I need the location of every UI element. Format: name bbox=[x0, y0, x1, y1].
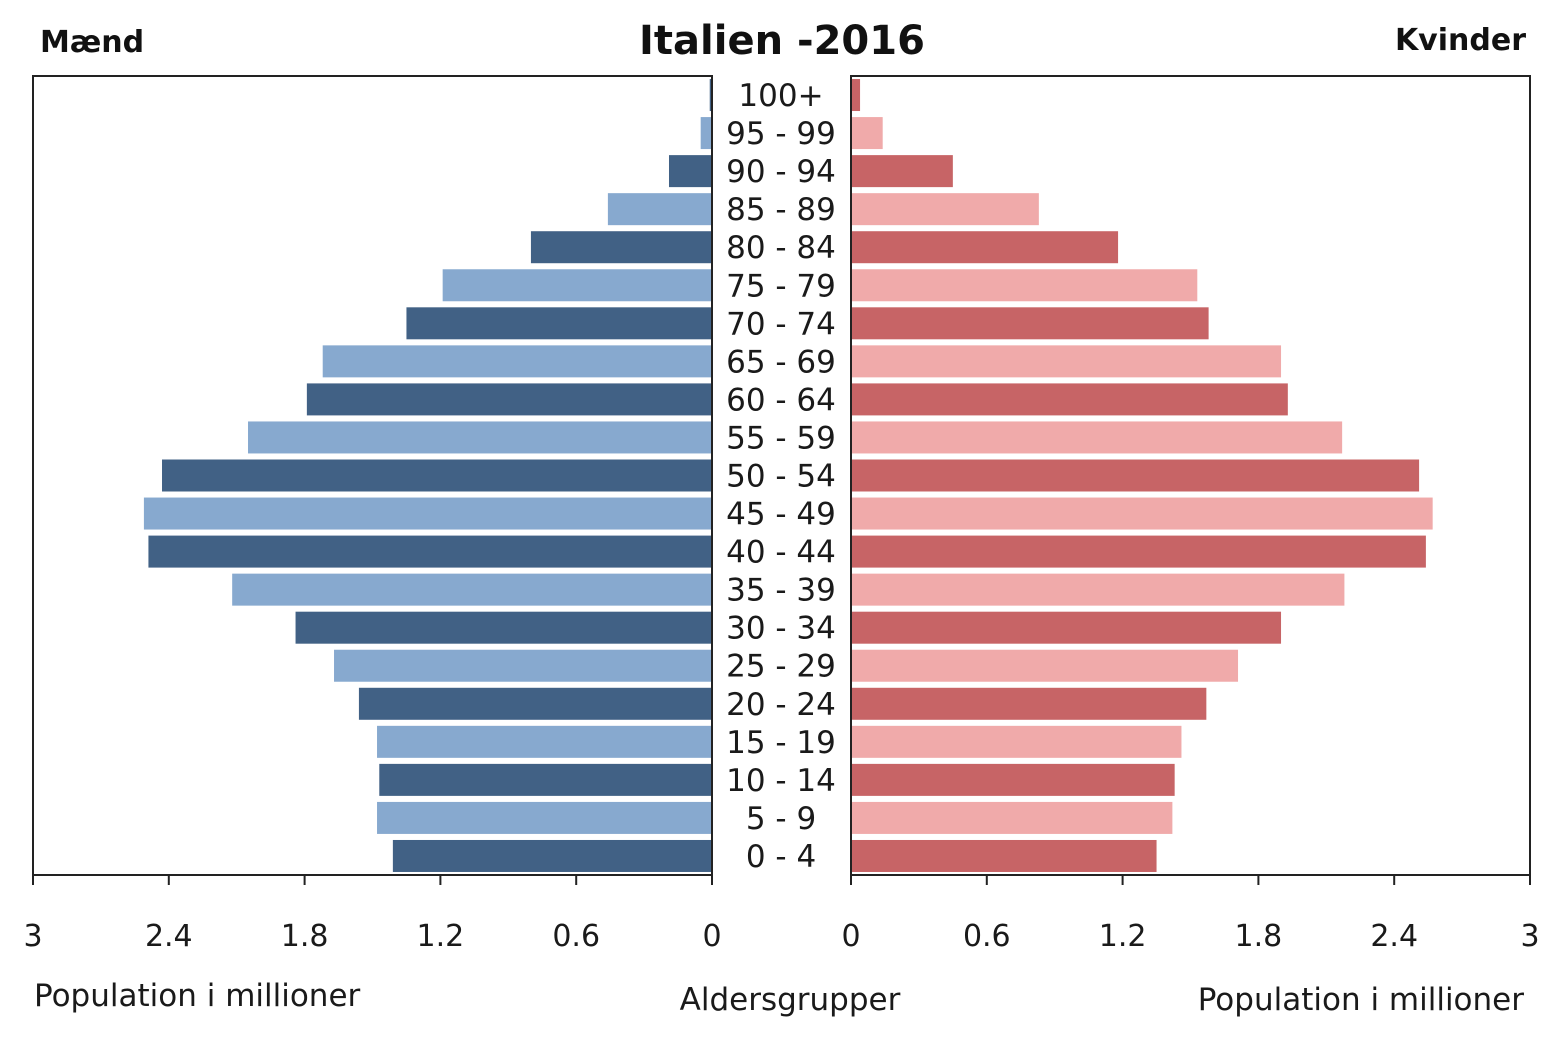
men-bar-45-49 bbox=[143, 497, 713, 530]
women-bar-65-69 bbox=[851, 345, 1282, 378]
women-bar-85-89 bbox=[851, 193, 1039, 226]
age-group-label: 60 - 64 bbox=[726, 382, 836, 418]
axis-tick-label: 3 bbox=[1520, 919, 1539, 954]
age-group-label: 45 - 49 bbox=[726, 497, 836, 533]
women-bar-75-79 bbox=[851, 269, 1198, 302]
age-group-label: 15 - 19 bbox=[726, 725, 836, 761]
right-side-label: Kvinder bbox=[1395, 23, 1526, 58]
men-bar-90-94 bbox=[668, 155, 712, 188]
age-group-label: 5 - 9 bbox=[746, 801, 816, 837]
women-bars-group bbox=[851, 79, 1433, 872]
right-axis-ticks: 0 0.6 1.2 1.8 2.4 3 bbox=[841, 875, 1540, 954]
men-bar-70-74 bbox=[406, 307, 712, 340]
age-group-label: 30 - 34 bbox=[726, 611, 836, 647]
right-plot-frame bbox=[850, 75, 1531, 876]
axis-tick-label: 0.6 bbox=[552, 919, 600, 954]
age-group-label: 35 - 39 bbox=[726, 573, 836, 609]
age-group-label: 65 - 69 bbox=[726, 344, 836, 380]
women-bar-40-44 bbox=[851, 535, 1426, 568]
left-plot-frame bbox=[32, 75, 713, 876]
age-group-label: 25 - 29 bbox=[726, 649, 836, 685]
men-bar-85-89 bbox=[607, 193, 712, 226]
axis-tick-label: 0 bbox=[841, 919, 860, 954]
men-bars-group bbox=[143, 79, 713, 872]
age-group-label: 80 - 84 bbox=[726, 230, 836, 266]
men-bar-75-79 bbox=[442, 269, 712, 302]
men-bar-25-29 bbox=[334, 649, 712, 682]
women-bar-30-34 bbox=[851, 611, 1282, 644]
left-x-axis-label: Population i millioner bbox=[34, 978, 361, 1014]
men-bar-20-24 bbox=[358, 687, 712, 720]
men-bar-35-39 bbox=[232, 573, 712, 606]
women-bar-45-49 bbox=[851, 497, 1433, 530]
women-bar-5-9 bbox=[851, 801, 1173, 834]
women-bar-0-4 bbox=[851, 839, 1157, 872]
age-group-label: 10 - 14 bbox=[726, 763, 836, 799]
women-bar-100plus bbox=[851, 79, 861, 112]
axis-tick-label: 2.4 bbox=[145, 919, 193, 954]
women-bar-90-94 bbox=[851, 155, 953, 188]
axis-tick-label: 3 bbox=[23, 919, 42, 954]
age-group-label: 50 - 54 bbox=[726, 459, 836, 495]
age-group-label: 55 - 59 bbox=[726, 420, 836, 456]
axis-tick-label: 1.2 bbox=[417, 919, 465, 954]
men-bar-10-14 bbox=[379, 763, 712, 796]
age-group-label: 40 - 44 bbox=[726, 535, 836, 571]
chart-title: Italien -2016 bbox=[639, 18, 925, 64]
women-bar-50-54 bbox=[851, 459, 1420, 492]
axis-tick-label: 0 bbox=[702, 919, 721, 954]
axis-tick-label: 1.2 bbox=[1099, 919, 1147, 954]
women-bar-60-64 bbox=[851, 383, 1288, 416]
age-group-label: 90 - 94 bbox=[726, 154, 836, 190]
men-bar-80-84 bbox=[530, 231, 712, 264]
axis-tick-label: 2.4 bbox=[1370, 919, 1418, 954]
women-bar-80-84 bbox=[851, 231, 1119, 264]
women-bar-10-14 bbox=[851, 763, 1175, 796]
men-bar-5-9 bbox=[377, 801, 712, 834]
men-bar-100plus bbox=[709, 79, 712, 112]
age-group-label: 100+ bbox=[738, 78, 823, 114]
right-x-axis-label: Population i millioner bbox=[1198, 982, 1525, 1018]
age-group-label: 95 - 99 bbox=[726, 116, 836, 152]
women-bar-70-74 bbox=[851, 307, 1209, 340]
women-bar-55-59 bbox=[851, 421, 1343, 454]
age-group-label: 20 - 24 bbox=[726, 687, 836, 723]
axis-tick-label: 0.6 bbox=[963, 919, 1011, 954]
women-bar-95-99 bbox=[851, 117, 883, 150]
left-side-label: Mænd bbox=[40, 25, 144, 60]
left-axis-ticks: 0 0.6 1.2 1.8 2.4 3 bbox=[23, 875, 722, 954]
women-bar-20-24 bbox=[851, 687, 1207, 720]
women-bar-35-39 bbox=[851, 573, 1345, 606]
women-bar-25-29 bbox=[851, 649, 1239, 682]
age-group-label: 0 - 4 bbox=[746, 839, 816, 875]
age-group-label: 75 - 79 bbox=[726, 268, 836, 304]
center-axis-label: Aldersgrupper bbox=[680, 982, 901, 1018]
axis-tick-label: 1.8 bbox=[281, 919, 329, 954]
men-bar-50-54 bbox=[162, 459, 712, 492]
men-bar-40-44 bbox=[148, 535, 712, 568]
women-bar-15-19 bbox=[851, 725, 1182, 758]
axis-tick-label: 1.8 bbox=[1235, 919, 1283, 954]
age-group-label: 85 - 89 bbox=[726, 192, 836, 228]
men-bar-55-59 bbox=[248, 421, 712, 454]
men-bar-15-19 bbox=[377, 725, 712, 758]
men-bar-95-99 bbox=[700, 117, 712, 150]
men-bar-65-69 bbox=[322, 345, 712, 378]
men-bar-0-4 bbox=[392, 839, 712, 872]
men-bar-30-34 bbox=[295, 611, 712, 644]
age-group-label: 70 - 74 bbox=[726, 306, 836, 342]
men-bar-60-64 bbox=[306, 383, 712, 416]
